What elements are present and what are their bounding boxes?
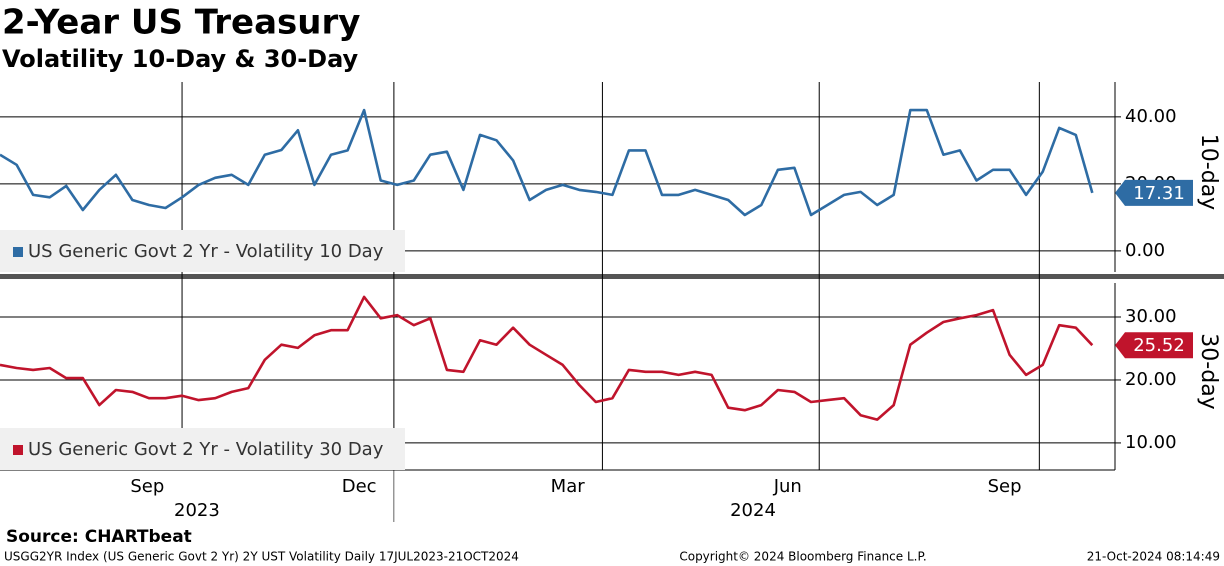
y-axis-title: 10-day: [1196, 134, 1221, 210]
legend-swatch: [13, 247, 23, 257]
last-value-label: 25.52: [1133, 335, 1185, 356]
y-axis-title: 30-day: [1196, 333, 1221, 409]
y-tick-label: 30.00: [1125, 306, 1177, 327]
last-value-badge: [1115, 332, 1193, 359]
y-tick-label: 10.00: [1125, 432, 1177, 453]
legend-label: US Generic Govt 2 Yr - Volatility 10 Day: [28, 241, 384, 262]
panel-separator: [0, 274, 1224, 279]
y-tick-label: 0.00: [1125, 240, 1165, 261]
year-label: 2024: [730, 500, 776, 521]
last-value-badge: [1115, 179, 1193, 206]
x-tick-label: Sep: [130, 476, 164, 497]
legend-box: [0, 230, 405, 272]
last-value-label: 17.31: [1133, 183, 1185, 204]
y-tick-label: 20.00: [1125, 369, 1177, 390]
x-tick-label: Dec: [342, 476, 377, 497]
legend-label: US Generic Govt 2 Yr - Volatility 30 Day: [28, 439, 384, 460]
axis-title: 30-day: [1196, 333, 1221, 409]
series-line: [0, 108, 1094, 217]
axis-title: 10-day: [1196, 134, 1221, 210]
x-tick-label: Jun: [773, 476, 802, 497]
footer-right: 21-Oct-2024 08:14:49: [1087, 550, 1220, 564]
legend-box: [0, 428, 405, 470]
year-label: 2023: [174, 500, 220, 521]
footer-left: USGG2YR Index (US Generic Govt 2 Yr) 2Y …: [4, 550, 519, 564]
footer-center: Copyright© 2024 Bloomberg Finance L.P.: [679, 550, 926, 564]
chart-title: 2-Year US Treasury: [2, 3, 360, 43]
x-tick-label: Sep: [988, 476, 1022, 497]
series-line: [0, 295, 1094, 421]
x-tick-label: Mar: [551, 476, 586, 497]
y-tick-label: 40.00: [1125, 106, 1177, 127]
source: Source: CHARTbeat: [6, 527, 192, 547]
chart-subtitle: Volatility 10-Day & 30-Day: [2, 45, 359, 73]
legend-swatch: [13, 445, 23, 455]
